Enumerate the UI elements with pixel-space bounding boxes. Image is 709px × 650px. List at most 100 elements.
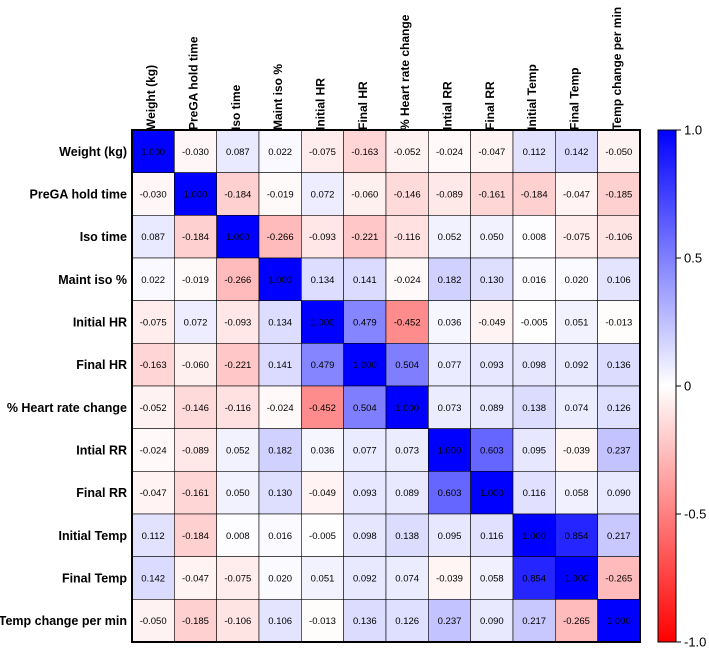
cell-value: -0.047 [140, 488, 167, 499]
cell-value: 0.138 [395, 531, 419, 542]
cell-value: -0.452 [309, 403, 336, 414]
cell-value: -0.184 [224, 190, 251, 201]
cell-value: 0.479 [311, 360, 335, 371]
cell-value: 0.052 [226, 446, 250, 457]
cell-value: 0.182 [438, 275, 462, 286]
heatmap-cell [428, 129, 471, 173]
heatmap-cell [216, 385, 260, 429]
row-label: Final Temp [62, 572, 127, 586]
cell-value: 0.603 [438, 488, 462, 499]
cell-value: 0.217 [607, 531, 631, 542]
heatmap-cell [385, 513, 429, 557]
heatmap-cell [343, 343, 387, 387]
heatmap-cell [470, 385, 514, 429]
cell-value: 0.138 [522, 403, 546, 414]
cell-value: 0.087 [226, 147, 250, 158]
row-label: Iso time [80, 230, 127, 244]
cell-value: 0.020 [268, 574, 292, 585]
cell-value: 1.000 [226, 232, 250, 243]
heatmap-cell [512, 599, 556, 643]
column-label: Weight (kg) [144, 65, 158, 130]
cell-value: -0.075 [309, 147, 336, 158]
cell-value: 0.182 [268, 446, 292, 457]
heatmap-cell [258, 556, 302, 600]
cell-value: 0.142 [565, 147, 589, 158]
cell-value: 0.050 [226, 488, 250, 499]
cell-value: 0.074 [395, 574, 419, 585]
heatmap-cell [385, 385, 429, 429]
heatmap-cell [512, 385, 556, 429]
heatmap-cell [597, 513, 641, 557]
heatmap-border [131, 129, 641, 643]
cell-value: 0.090 [480, 616, 504, 627]
heatmap-cell [597, 385, 641, 429]
cell-value: 0.237 [607, 446, 631, 457]
cell-value: 0.112 [142, 531, 165, 542]
cell-value: 0.217 [522, 616, 546, 627]
heatmap-cell [131, 129, 175, 173]
colorbar-tick-label: -1.0 [684, 635, 706, 650]
heatmap-cell [174, 257, 217, 301]
cell-value: 0.141 [353, 275, 377, 286]
cell-value: 0.098 [522, 360, 546, 371]
heatmap-cell [301, 300, 344, 344]
column-label: Maint iso % [271, 64, 285, 130]
cell-value: -0.052 [140, 403, 167, 414]
heatmap-cell [258, 471, 302, 515]
heatmap-cell [343, 599, 387, 643]
cell-value: -0.093 [224, 318, 251, 329]
cell-value: 0.095 [438, 531, 462, 542]
heatmap-cell [385, 428, 429, 472]
heatmap-cell [512, 172, 556, 216]
cell-value: 0.008 [522, 232, 546, 243]
column-label: Initial HR [314, 78, 328, 130]
cell-value: -0.116 [394, 232, 420, 243]
cell-value: 0.016 [268, 531, 292, 542]
cell-value: -0.039 [436, 574, 463, 585]
colorbar-tick-label: 0 [684, 379, 691, 394]
cell-value: 0.020 [565, 275, 589, 286]
row-label: Intial RR [76, 444, 127, 458]
heatmap-cell [470, 343, 514, 387]
cell-value: 0.093 [353, 488, 377, 499]
heatmap-cell [555, 428, 598, 472]
cell-value: 0.130 [480, 275, 504, 286]
heatmap-cell [258, 257, 302, 301]
cell-value: -0.116 [225, 403, 251, 414]
cell-value: -0.106 [605, 232, 632, 243]
cell-value: 1.000 [268, 275, 292, 286]
heatmap-cell [216, 599, 260, 643]
heatmap-cell [131, 471, 175, 515]
heatmap-cell [555, 471, 598, 515]
cell-value: -0.075 [140, 318, 167, 329]
cell-value: 0.112 [523, 147, 546, 158]
cell-value: -0.047 [563, 190, 590, 201]
cell-value: 0.504 [395, 360, 419, 371]
heatmap-cell [174, 385, 217, 429]
row-label: Maint iso % [58, 273, 127, 287]
heatmap-cell [343, 471, 387, 515]
cell-value: 0.073 [395, 446, 419, 457]
cell-value: -0.266 [267, 232, 294, 243]
heatmap-cell [258, 215, 302, 259]
heatmap-cell [216, 257, 260, 301]
heatmap-cell [597, 428, 641, 472]
cell-value: -0.019 [182, 275, 209, 286]
heatmap-cell [555, 599, 598, 643]
heatmap-cell [301, 215, 344, 259]
cell-value: -0.024 [394, 275, 421, 286]
row-label: Initial HR [73, 316, 127, 330]
cell-value: 0.106 [607, 275, 631, 286]
cell-value: 1.000 [438, 446, 462, 457]
cell-value: -0.221 [351, 232, 378, 243]
cell-value: 0.095 [522, 446, 546, 457]
heatmap-cell [512, 129, 556, 173]
heatmap-cell [385, 215, 429, 259]
cell-value: -0.047 [182, 574, 209, 585]
heatmap-cell [470, 556, 514, 600]
heatmap-cell [428, 300, 471, 344]
cell-value: 0.854 [522, 574, 546, 585]
cell-value: 0.479 [353, 318, 377, 329]
cell-value: 0.116 [480, 531, 503, 542]
